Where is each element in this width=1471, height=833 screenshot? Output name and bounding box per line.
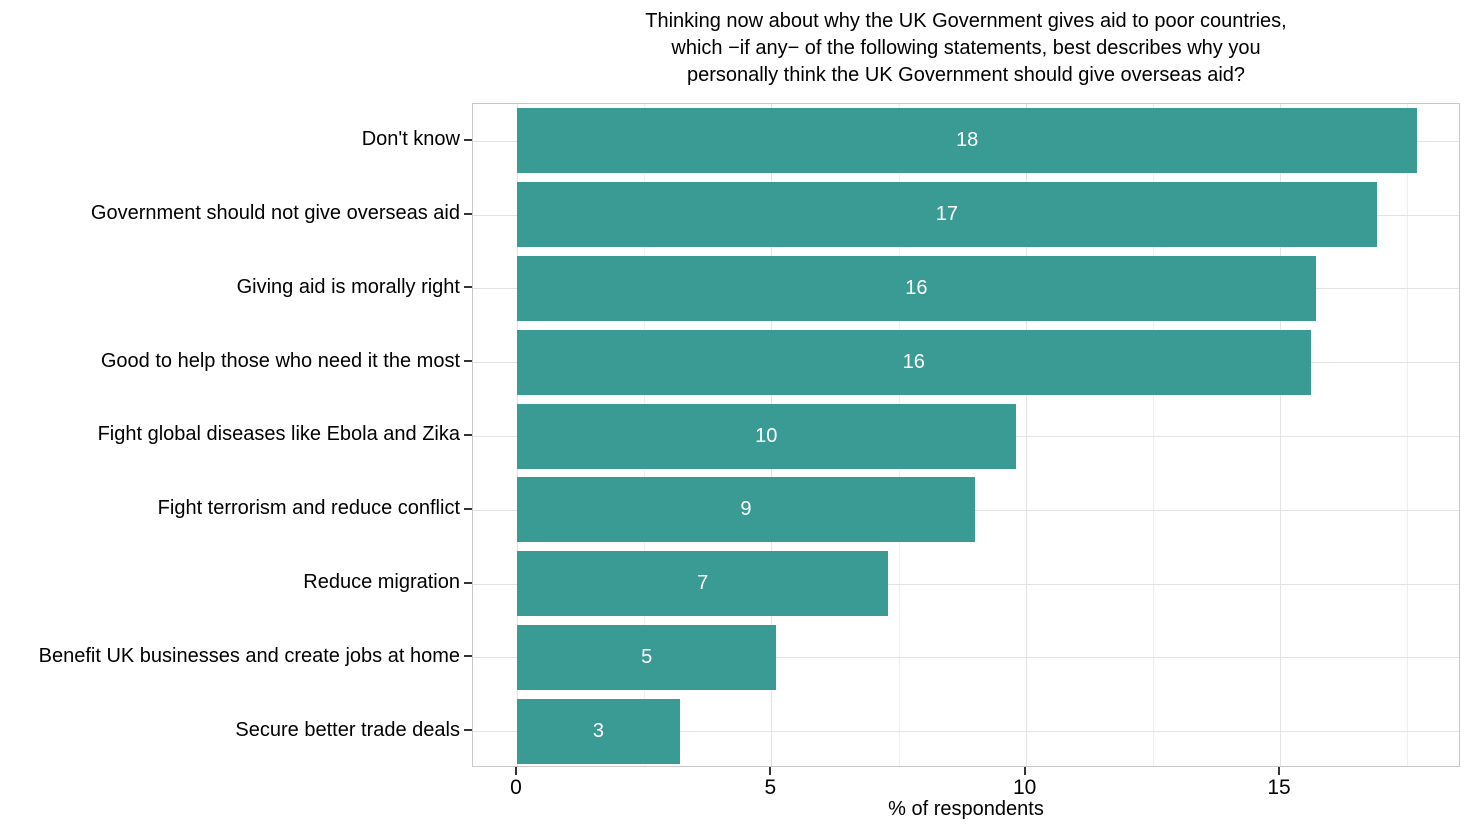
bar: 18 <box>517 108 1418 174</box>
gridline-v-major <box>1280 104 1282 766</box>
category-label: Government should not give overseas aid <box>90 202 460 225</box>
y-tick-mark <box>464 138 472 141</box>
bar-value-label: 9 <box>740 498 752 521</box>
bar: 17 <box>517 182 1377 248</box>
x-tick-mark <box>769 767 772 775</box>
y-tick-mark <box>464 655 472 658</box>
bar-value-label: 17 <box>935 203 958 226</box>
chart-title-line-1: Thinking now about why the UK Government… <box>645 10 1287 32</box>
bar-value-label: 16 <box>902 350 925 373</box>
bar: 3 <box>517 698 680 764</box>
x-tick-label: 5 <box>764 776 777 799</box>
bar: 5 <box>517 624 777 690</box>
x-tick-label: 0 <box>510 776 522 799</box>
gridline-h <box>473 583 1459 585</box>
category-label: Giving aid is morally right <box>236 275 460 298</box>
category-label: Good to help those who need it the most <box>100 349 460 372</box>
x-tick-mark <box>1023 767 1026 775</box>
chart-title: Thinking now about why the UK Government… <box>472 8 1460 89</box>
x-axis-title: % of respondents <box>888 798 1044 820</box>
chart-title-line-2: which −if any− of the following statemen… <box>671 37 1261 59</box>
x-tick-mark <box>1278 767 1281 775</box>
bar-value-label: 7 <box>697 572 709 595</box>
x-tick-mark <box>515 767 517 775</box>
bar: 16 <box>517 255 1316 321</box>
gridline-v-minor <box>1407 104 1409 766</box>
category-label: Secure better trade deals <box>235 718 460 741</box>
bar-value-label: 3 <box>592 719 604 742</box>
y-tick-mark <box>464 434 472 436</box>
x-tick-label: 10 <box>1013 776 1037 799</box>
bar: 9 <box>517 477 975 543</box>
gridline-v-minor <box>1152 104 1154 766</box>
gridline-v-major <box>1025 104 1027 766</box>
bar-value-label: 16 <box>905 276 928 299</box>
gridline-h <box>473 731 1459 733</box>
x-tick-label: 15 <box>1267 776 1291 799</box>
category-label: Reduce migration <box>303 571 460 594</box>
bar-value-label: 5 <box>641 645 653 668</box>
bar: 16 <box>517 329 1311 395</box>
plot-panel: 18 17 16 16 10 9 7 5 3 <box>472 103 1460 767</box>
bar-value-label: 18 <box>956 129 979 152</box>
y-tick-mark <box>464 286 472 289</box>
bar: 10 <box>517 403 1016 469</box>
y-tick-mark <box>464 729 472 732</box>
chart-title-line-3: personally think the UK Government shoul… <box>686 64 1246 86</box>
y-tick-mark <box>464 212 472 215</box>
category-label: Benefit UK businesses and create jobs at… <box>38 644 460 667</box>
category-label: Fight terrorism and reduce conflict <box>157 497 460 520</box>
y-tick-mark <box>464 507 472 510</box>
category-label: Don't know <box>361 128 460 151</box>
y-tick-mark <box>464 360 472 363</box>
gridline-h <box>473 657 1459 659</box>
bar: 7 <box>517 551 889 617</box>
category-label: Fight global diseases like Ebola and Zik… <box>97 423 460 446</box>
y-tick-mark <box>464 581 472 584</box>
bar-value-label: 10 <box>755 424 778 447</box>
